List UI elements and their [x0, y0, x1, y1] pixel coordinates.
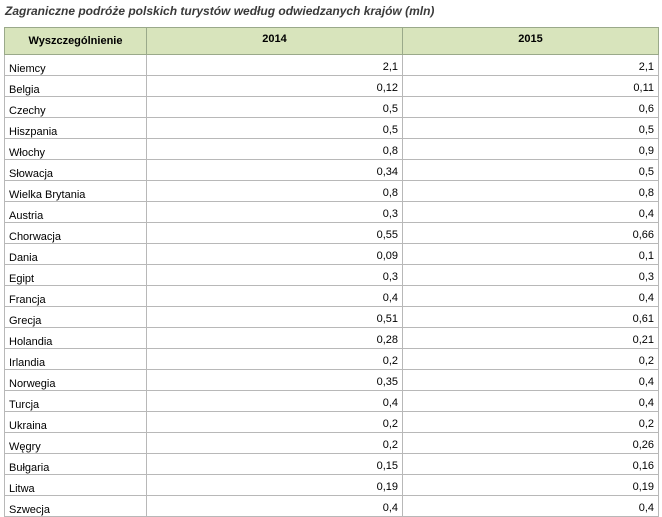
table-row: Belgia 0,12 0,11 [4, 75, 659, 97]
table-row: Czechy 0,5 0,6 [4, 96, 659, 118]
value-2014-cell: 0,4 [146, 495, 403, 517]
table-row: Węgry 0,2 0,26 [4, 432, 659, 454]
value-2014-cell: 0,09 [146, 243, 403, 265]
country-cell: Słowacja [4, 159, 147, 181]
value-2015-cell: 0,8 [402, 180, 659, 202]
table-row: Chorwacja 0,55 0,66 [4, 222, 659, 244]
value-2015-cell: 0,4 [402, 495, 659, 517]
value-2015-cell: 0,1 [402, 243, 659, 265]
table-row: Niemcy 2,1 2,1 [4, 54, 659, 76]
value-2014-cell: 0,3 [146, 264, 403, 286]
country-cell: Francja [4, 285, 147, 307]
table-row: Słowacja 0,34 0,5 [4, 159, 659, 181]
data-table: Wyszczególnienie 2014 2015 Niemcy 2,1 2,1 B… [4, 27, 659, 517]
value-2015-cell: 0,4 [402, 201, 659, 223]
country-cell: Dania [4, 243, 147, 265]
value-2015-cell: 0,3 [402, 264, 659, 286]
country-cell: Niemcy [4, 54, 147, 76]
country-cell: Czechy [4, 96, 147, 118]
country-cell: Wielka Brytania [4, 180, 147, 202]
value-2014-cell: 0,8 [146, 180, 403, 202]
country-cell: Austria [4, 201, 147, 223]
value-2015-cell: 0,66 [402, 222, 659, 244]
table-row: Egipt 0,3 0,3 [4, 264, 659, 286]
value-2015-cell: 0,4 [402, 369, 659, 391]
value-2014-cell: 0,55 [146, 222, 403, 244]
value-2014-cell: 0,28 [146, 327, 403, 349]
value-2014-cell: 0,12 [146, 75, 403, 97]
value-2015-cell: 0,4 [402, 285, 659, 307]
country-cell: Chorwacja [4, 222, 147, 244]
country-cell: Szwecja [4, 495, 147, 517]
column-header-label: Wyszczególnienie [4, 27, 147, 55]
country-cell: Ukraina [4, 411, 147, 433]
table-row: Grecja 0,51 0,61 [4, 306, 659, 328]
table-row: Irlandia 0,2 0,2 [4, 348, 659, 370]
value-2015-cell: 0,11 [402, 75, 659, 97]
column-header-2015: 2015 [402, 27, 659, 55]
country-cell: Turcja [4, 390, 147, 412]
value-2015-cell: 0,2 [402, 411, 659, 433]
value-2014-cell: 0,19 [146, 474, 403, 496]
country-cell: Włochy [4, 138, 147, 160]
value-2014-cell: 0,5 [146, 117, 403, 139]
value-2015-cell: 0,61 [402, 306, 659, 328]
table-row: Litwa 0,19 0,19 [4, 474, 659, 496]
value-2015-cell: 0,26 [402, 432, 659, 454]
table-row: Ukraina 0,2 0,2 [4, 411, 659, 433]
value-2014-cell: 0,51 [146, 306, 403, 328]
country-cell: Holandia [4, 327, 147, 349]
value-2015-cell: 0,9 [402, 138, 659, 160]
column-header-2014: 2014 [146, 27, 403, 55]
value-2015-cell: 0,5 [402, 159, 659, 181]
country-cell: Belgia [4, 75, 147, 97]
value-2014-cell: 0,3 [146, 201, 403, 223]
table-row: Hiszpania 0,5 0,5 [4, 117, 659, 139]
value-2015-cell: 0,6 [402, 96, 659, 118]
value-2014-cell: 0,5 [146, 96, 403, 118]
value-2015-cell: 0,2 [402, 348, 659, 370]
value-2014-cell: 0,15 [146, 453, 403, 475]
country-cell: Bułgaria [4, 453, 147, 475]
table-body: Niemcy 2,1 2,1 Belgia 0,12 0,11 Czechy 0,5 0,6 Hi… [4, 54, 659, 517]
country-cell: Irlandia [4, 348, 147, 370]
value-2014-cell: 0,8 [146, 138, 403, 160]
value-2014-cell: 0,34 [146, 159, 403, 181]
value-2014-cell: 0,4 [146, 390, 403, 412]
value-2015-cell: 0,5 [402, 117, 659, 139]
country-cell: Egipt [4, 264, 147, 286]
country-cell: Grecja [4, 306, 147, 328]
table-row: Bułgaria 0,15 0,16 [4, 453, 659, 475]
table-row: Austria 0,3 0,4 [4, 201, 659, 223]
value-2014-cell: 0,35 [146, 369, 403, 391]
value-2014-cell: 0,4 [146, 285, 403, 307]
table-row: Francja 0,4 0,4 [4, 285, 659, 307]
table-row: Dania 0,09 0,1 [4, 243, 659, 265]
table-row: Holandia 0,28 0,21 [4, 327, 659, 349]
value-2015-cell: 0,16 [402, 453, 659, 475]
value-2015-cell: 0,19 [402, 474, 659, 496]
country-cell: Hiszpania [4, 117, 147, 139]
country-cell: Norwegia [4, 369, 147, 391]
value-2015-cell: 0,4 [402, 390, 659, 412]
country-cell: Litwa [4, 474, 147, 496]
table-row: Szwecja 0,4 0,4 [4, 495, 659, 517]
page-title: Zagraniczne podróże polskich turystów we… [5, 4, 435, 18]
table-row: Norwegia 0,35 0,4 [4, 369, 659, 391]
value-2014-cell: 0,2 [146, 411, 403, 433]
value-2015-cell: 0,21 [402, 327, 659, 349]
table-row: Wielka Brytania 0,8 0,8 [4, 180, 659, 202]
value-2014-cell: 0,2 [146, 348, 403, 370]
country-cell: Węgry [4, 432, 147, 454]
value-2014-cell: 2,1 [146, 54, 403, 76]
value-2014-cell: 0,2 [146, 432, 403, 454]
table-row: Włochy 0,8 0,9 [4, 138, 659, 160]
table-row: Turcja 0,4 0,4 [4, 390, 659, 412]
table-header-row: Wyszczególnienie 2014 2015 [4, 27, 659, 55]
value-2015-cell: 2,1 [402, 54, 659, 76]
